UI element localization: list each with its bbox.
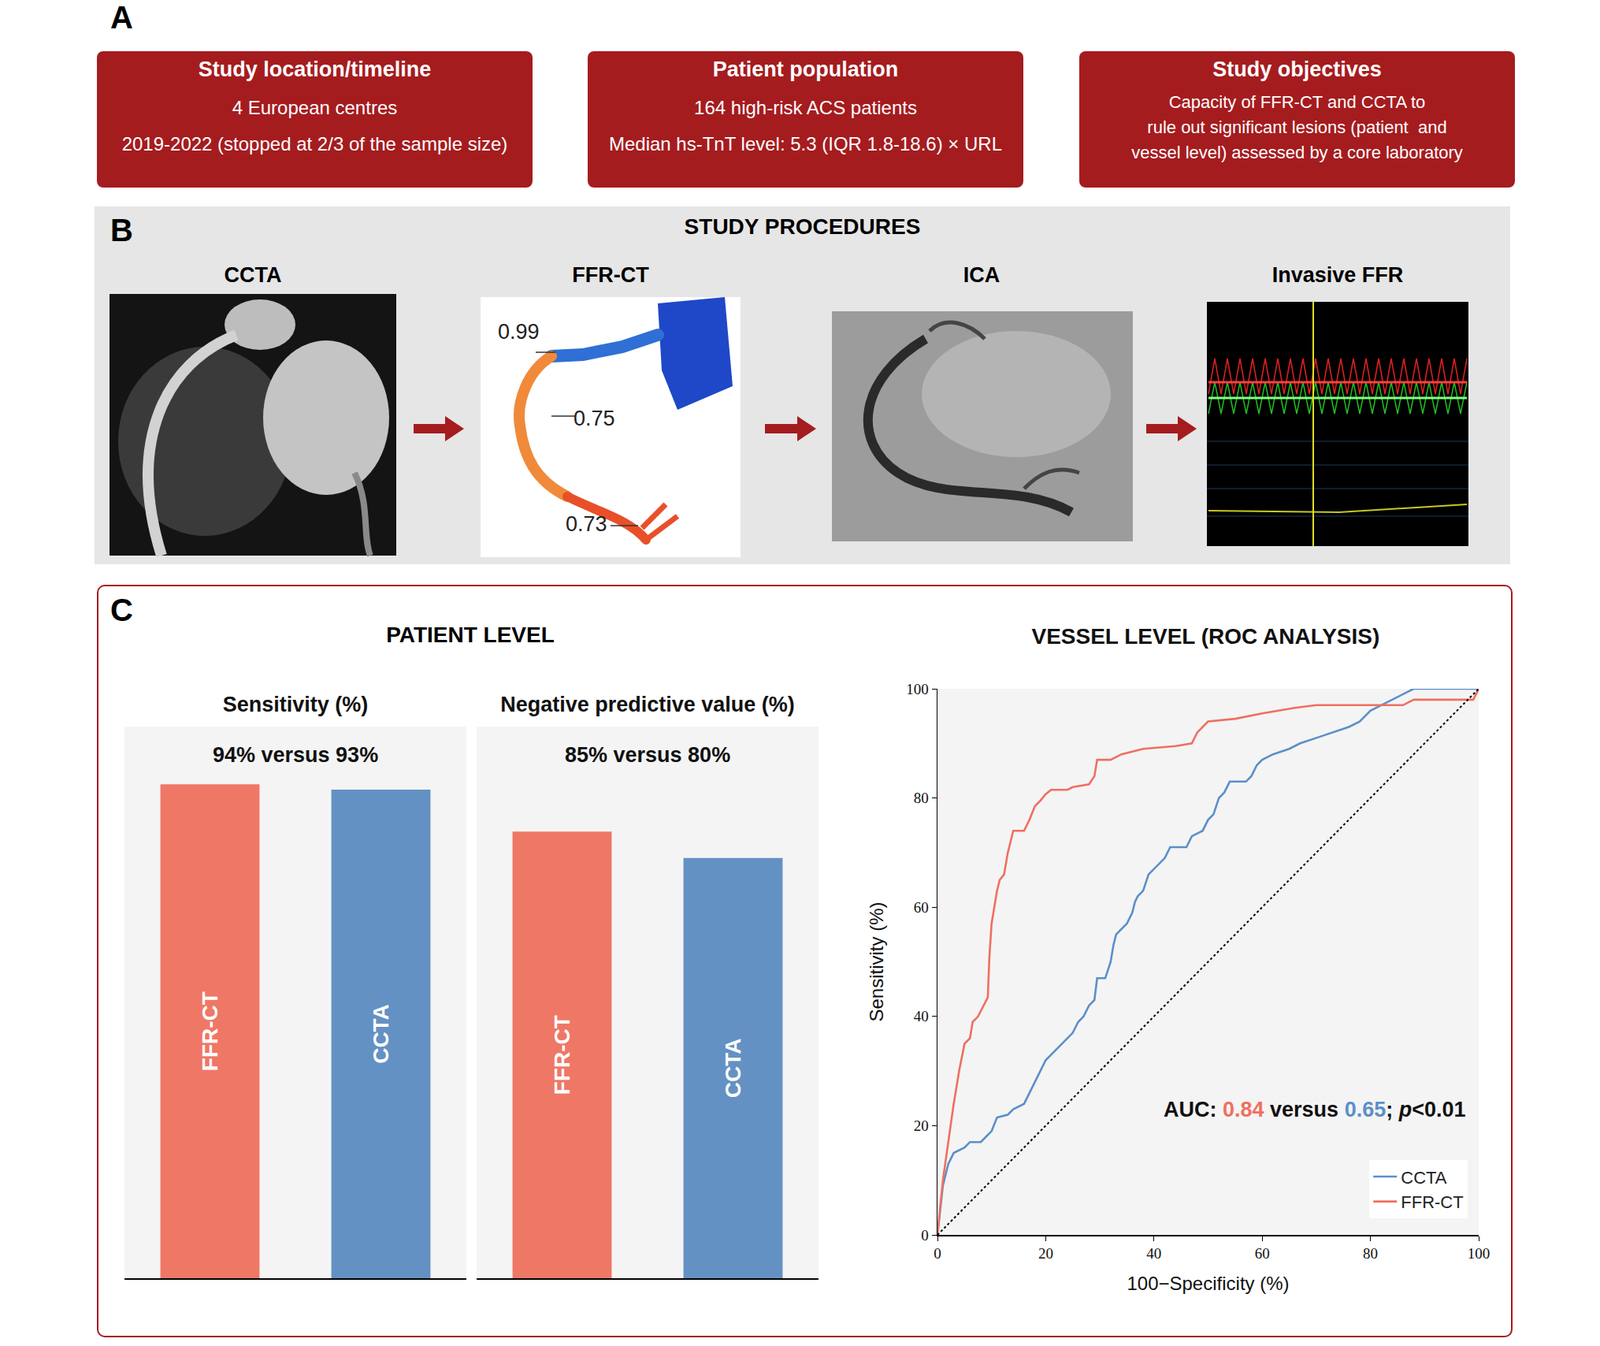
svg-text:CCTA: CCTA <box>368 1003 394 1064</box>
svg-text:20: 20 <box>913 1117 929 1134</box>
svg-text:100−Specificity (%): 100−Specificity (%) <box>1126 1272 1289 1294</box>
svg-text:60: 60 <box>1254 1244 1270 1262</box>
svg-text:Sensitivity (%): Sensitivity (%) <box>222 692 369 717</box>
svg-text:40: 40 <box>1146 1244 1162 1262</box>
svg-text:Sensitivity (%): Sensitivity (%) <box>865 901 888 1021</box>
html-text:STUDY PROCEDURES: STUDY PROCEDURES <box>684 214 921 239</box>
html-text:4 European centres: 4 European centres <box>232 96 398 119</box>
html-text:2019-2022 (stopped at 2/3 of t: 2019-2022 (stopped at 2/3 of the sample … <box>121 133 508 155</box>
svg-text:0.99: 0.99 <box>497 319 540 344</box>
svg-text:94% versus 93%: 94% versus 93% <box>212 742 379 767</box>
svg-text:0: 0 <box>933 1244 942 1262</box>
svg-text:FFR-CT: FFR-CT <box>549 1014 575 1095</box>
html-text:Median hs-TnT level: 5.3 (IQR: Median hs-TnT level: 5.3 (IQR 1.8-18.6) … <box>608 133 1003 155</box>
svg-text:40: 40 <box>913 1007 929 1025</box>
svg-text:20: 20 <box>1038 1244 1054 1262</box>
svg-text:0.75: 0.75 <box>573 406 616 431</box>
svg-text:Negative predictive value (%): Negative predictive value (%) <box>500 692 795 717</box>
svg-text:60: 60 <box>913 898 929 916</box>
html-text:vessel level) assessed by a co: vessel level) assessed by a core laborat… <box>1131 142 1463 163</box>
html-text:PATIENT LEVEL: PATIENT LEVEL <box>386 622 555 647</box>
svg-text:0: 0 <box>920 1226 929 1244</box>
svg-text:100: 100 <box>1467 1244 1491 1262</box>
html-text:Invasive FFR: Invasive FFR <box>1272 263 1404 287</box>
html-text:C: C <box>110 592 134 628</box>
svg-text:FFR-CT: FFR-CT <box>1400 1191 1463 1212</box>
svg-text:CCTA: CCTA <box>720 1037 746 1098</box>
svg-text:100: 100 <box>905 680 929 698</box>
html-text:Patient population: Patient population <box>712 57 899 82</box>
html-text:rule out significant lesions (: rule out significant lesions (patient an… <box>1147 117 1447 138</box>
svg-text:CCTA: CCTA <box>1400 1167 1448 1188</box>
svg-text:VESSEL LEVEL (ROC ANALYSIS): VESSEL LEVEL (ROC ANALYSIS) <box>1031 623 1380 649</box>
html-text:Capacity of FFR-CT and CCTA to: Capacity of FFR-CT and CCTA to <box>1168 92 1426 112</box>
html-text:FFR-CT: FFR-CT <box>572 263 649 287</box>
svg-text:0.73: 0.73 <box>565 512 608 536</box>
svg-text:AUC: 0.84 versus 0.65; p<0.01: AUC: 0.84 versus 0.65; p<0.01 <box>1163 1097 1467 1122</box>
svg-text:80: 80 <box>1362 1244 1378 1262</box>
svg-text:80: 80 <box>913 789 929 806</box>
html-text:Study location/timeline: Study location/timeline <box>198 57 432 82</box>
html-text:CCTA: CCTA <box>224 263 282 287</box>
html-text:B: B <box>110 212 134 248</box>
html-text:A: A <box>110 0 134 35</box>
html-text:ICA: ICA <box>963 263 1000 287</box>
svg-text:85% versus 80%: 85% versus 80% <box>564 742 731 767</box>
html-text:Study objectives: Study objectives <box>1212 57 1382 82</box>
svg-text:FFR-CT: FFR-CT <box>197 991 223 1071</box>
html-text:164 high-risk ACS patients: 164 high-risk ACS patients <box>694 96 917 119</box>
